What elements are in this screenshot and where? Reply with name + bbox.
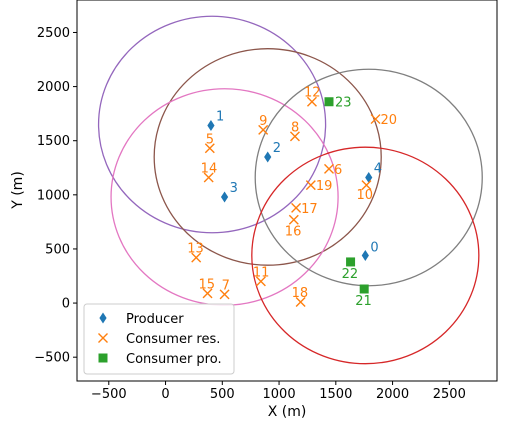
point-label-1: 1 (216, 110, 224, 125)
coverage-circle-1 (153, 48, 382, 266)
point-19 (305, 180, 316, 191)
point-label-9: 9 (259, 114, 267, 129)
y-tick-label: 0 (62, 297, 70, 312)
y-axis-label: Y (m) (10, 171, 26, 210)
point-5 (204, 143, 215, 154)
x-axis-ticks: −500 0 500 1000 1500 2000 2500 (91, 381, 466, 402)
point-20 (370, 114, 381, 125)
point-17 (291, 202, 302, 213)
point-22 (346, 257, 356, 267)
point-6 (324, 163, 334, 174)
point-label-23: 23 (335, 96, 352, 111)
point-label-21: 21 (355, 294, 372, 309)
point-18 (295, 296, 306, 307)
point-label-12: 12 (304, 86, 321, 101)
legend-entry-1: Consumer res. (126, 332, 220, 347)
point-label-5: 5 (206, 132, 214, 147)
point-21 (359, 284, 369, 294)
data-points (191, 96, 381, 307)
point-label-7: 7 (222, 278, 230, 293)
x-tick-label: −500 (91, 387, 127, 402)
point-4 (365, 172, 373, 184)
point-label-4: 4 (374, 162, 382, 177)
point-label-15: 15 (199, 277, 216, 292)
y-tick-label: 2000 (37, 80, 70, 95)
legend-marker-2 (98, 353, 108, 363)
x-axis-label: X (m) (268, 404, 307, 420)
x-tick-label: 0 (161, 387, 169, 402)
coverage-circles (97, 15, 483, 365)
point-label-20: 20 (381, 113, 398, 128)
point-0 (361, 249, 369, 261)
x-tick-label: 500 (210, 387, 235, 402)
point-14 (203, 172, 214, 183)
point-3 (220, 191, 229, 203)
coverage-circle-0 (97, 15, 327, 234)
point-7 (219, 289, 230, 300)
point-1 (207, 120, 215, 132)
point-label-3: 3 (230, 181, 238, 196)
x-tick-label: 1000 (263, 387, 296, 402)
legend-marker-0 (99, 312, 107, 324)
y-tick-label: −500 (34, 351, 70, 366)
point-label-14: 14 (201, 162, 218, 177)
x-tick-label: 2500 (433, 387, 466, 402)
x-tick-label: 1500 (319, 387, 352, 402)
point-label-16: 16 (285, 225, 302, 240)
point-label-2: 2 (273, 141, 281, 156)
y-tick-label: 500 (45, 242, 70, 257)
y-tick-label: 1000 (37, 188, 70, 203)
point-13 (191, 252, 202, 263)
legend-entry-0: Producer (126, 312, 184, 327)
point-10 (361, 180, 372, 191)
point-label-11: 11 (253, 265, 270, 280)
point-label-22: 22 (342, 267, 359, 282)
coverage-circle-3 (254, 68, 483, 287)
point-11 (255, 276, 266, 287)
point-16 (288, 214, 299, 225)
point-label-19: 19 (316, 179, 333, 194)
point-2 (264, 151, 272, 163)
y-axis-ticks: −500 0 500 1000 1500 2000 2500 (34, 26, 77, 366)
legend-marker-1 (98, 333, 108, 343)
point-label-6: 6 (334, 163, 342, 178)
plot-frame (76, 0, 498, 382)
y-tick-label: 1500 (37, 134, 70, 149)
point-label-17: 17 (301, 202, 318, 217)
point-label-18: 18 (292, 286, 309, 301)
legend-entry-2: Consumer pro. (126, 352, 222, 367)
point-label-10: 10 (356, 188, 373, 203)
point-label-8: 8 (291, 120, 299, 135)
y-tick-label: 2500 (37, 26, 70, 41)
point-label-13: 13 (187, 242, 204, 257)
x-tick-label: 2000 (376, 387, 409, 402)
point-label-0: 0 (370, 240, 378, 255)
coverage-circle-4 (251, 146, 480, 365)
legend-frame (83, 303, 235, 375)
point-12 (306, 96, 317, 107)
point-15 (202, 288, 213, 299)
point-9 (258, 124, 269, 135)
point-23 (324, 97, 334, 107)
legend: Producer Consumer res. Consumer pro. (83, 303, 235, 375)
point-8 (289, 131, 300, 142)
